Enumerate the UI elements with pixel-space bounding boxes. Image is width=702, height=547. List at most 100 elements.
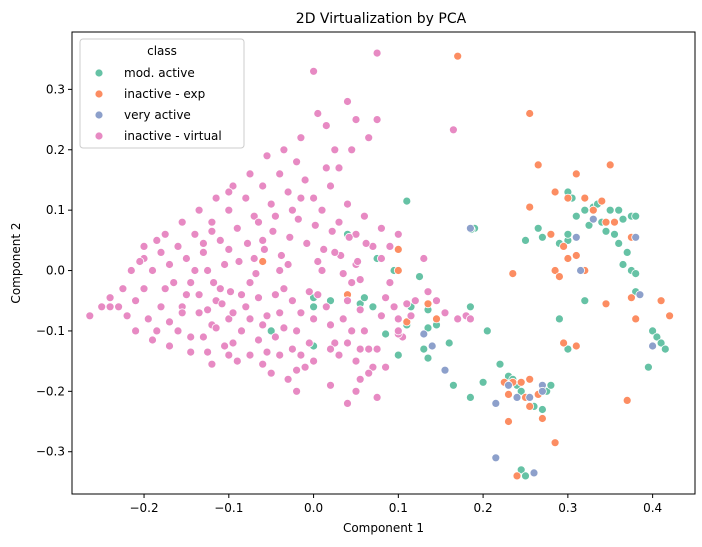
point-inactive-exp: [525, 374, 535, 384]
point-inactive-virtual: [118, 284, 128, 294]
point-inactive-exp: [525, 401, 535, 411]
point-inactive-virtual: [126, 266, 136, 275]
point-mod-active: [618, 214, 628, 224]
point-inactive-virtual: [262, 347, 272, 357]
point-inactive-virtual: [326, 380, 335, 390]
point-inactive-virtual: [173, 326, 183, 336]
point-inactive-virtual: [376, 223, 386, 233]
point-inactive-virtual: [423, 287, 433, 297]
point-inactive-virtual: [432, 296, 441, 306]
point-inactive-virtual: [355, 374, 365, 384]
point-very-active: [538, 386, 547, 396]
point-inactive-exp: [508, 269, 518, 279]
point-very-active: [571, 232, 581, 242]
point-inactive-virtual: [135, 257, 145, 266]
point-inactive-virtual: [353, 257, 363, 266]
point-inactive-virtual: [160, 229, 170, 239]
y-tick-label: −0.1: [36, 324, 65, 338]
legend-title: class: [147, 44, 177, 58]
point-inactive-virtual: [148, 266, 157, 275]
point-inactive-virtual: [326, 344, 335, 354]
point-inactive-virtual: [259, 244, 269, 254]
point-very-active: [588, 214, 598, 224]
point-inactive-virtual: [355, 305, 365, 315]
point-inactive-virtual: [309, 193, 319, 203]
point-inactive-virtual: [220, 260, 230, 269]
chart-title: 2D Virtualization by PCA: [296, 11, 467, 27]
point-mod-active: [656, 338, 666, 348]
point-mod-active: [610, 229, 619, 239]
point-inactive-virtual: [258, 359, 268, 369]
point-inactive-exp: [423, 299, 433, 309]
point-inactive-virtual: [393, 229, 403, 239]
point-inactive-exp: [622, 395, 632, 405]
point-inactive-virtual: [279, 145, 289, 155]
point-inactive-virtual: [194, 205, 204, 215]
point-inactive-virtual: [309, 356, 319, 366]
point-mod-active: [402, 196, 412, 206]
point-inactive-virtual: [85, 311, 95, 321]
point-inactive-virtual: [319, 244, 329, 254]
point-inactive-virtual: [385, 241, 395, 251]
point-inactive-virtual: [338, 269, 348, 279]
point-mod-active: [368, 302, 378, 312]
point-inactive-exp: [516, 377, 526, 387]
point-inactive-virtual: [330, 247, 340, 257]
point-inactive-virtual: [419, 254, 429, 263]
point-very-active: [631, 232, 641, 242]
point-inactive-virtual: [296, 193, 306, 203]
point-inactive-exp: [601, 217, 611, 227]
point-inactive-virtual: [156, 302, 166, 312]
point-inactive-virtual: [262, 151, 272, 161]
point-inactive-virtual: [228, 308, 238, 318]
legend-label: inactive - exp: [124, 87, 205, 101]
point-inactive-virtual: [234, 257, 244, 266]
point-inactive-virtual: [275, 350, 285, 360]
y-tick-label: 0.0: [46, 264, 65, 278]
point-inactive-exp: [610, 217, 619, 227]
point-inactive-virtual: [327, 226, 337, 236]
point-very-active: [419, 329, 429, 339]
point-inactive-virtual: [293, 214, 303, 224]
point-inactive-exp: [550, 266, 560, 275]
point-inactive-virtual: [283, 374, 293, 384]
point-inactive-virtual: [268, 226, 278, 236]
point-inactive-virtual: [160, 284, 170, 294]
point-inactive-virtual: [313, 290, 323, 300]
point-inactive-exp: [402, 317, 412, 327]
point-inactive-exp: [393, 244, 403, 254]
point-very-active: [512, 392, 522, 402]
point-mod-active: [465, 392, 475, 402]
point-inactive-virtual: [296, 133, 306, 143]
point-mod-active: [478, 377, 488, 387]
point-inactive-virtual: [194, 308, 204, 318]
point-inactive-virtual: [190, 266, 200, 275]
point-mod-active: [563, 344, 573, 354]
point-inactive-virtual: [393, 314, 403, 324]
point-inactive-virtual: [232, 356, 242, 366]
point-mod-active: [580, 205, 590, 215]
point-inactive-virtual: [309, 66, 319, 76]
point-inactive-virtual: [262, 311, 272, 321]
point-mod-active: [266, 326, 276, 336]
point-inactive-virtual: [359, 211, 369, 221]
legend-label: inactive - virtual: [124, 129, 222, 143]
point-inactive-virtual: [152, 235, 162, 245]
point-inactive-virtual: [292, 365, 302, 375]
point-mod-active: [423, 323, 433, 333]
point-mod-active: [482, 326, 492, 336]
point-inactive-virtual: [114, 302, 123, 312]
y-tick-label: 0.3: [46, 82, 65, 96]
point-inactive-virtual: [237, 290, 246, 300]
legend-entry-inactive-exp: inactive - exp: [94, 87, 205, 101]
point-inactive-virtual: [344, 232, 354, 242]
point-inactive-virtual: [105, 293, 115, 303]
point-mod-active: [563, 229, 573, 239]
point-inactive-virtual: [334, 217, 344, 227]
point-inactive-virtual: [283, 187, 293, 197]
y-tick-label: −0.3: [36, 445, 65, 459]
point-inactive-virtual: [453, 314, 463, 324]
point-inactive-virtual: [309, 314, 319, 324]
point-mod-active: [555, 314, 564, 324]
point-mod-active: [622, 247, 632, 257]
